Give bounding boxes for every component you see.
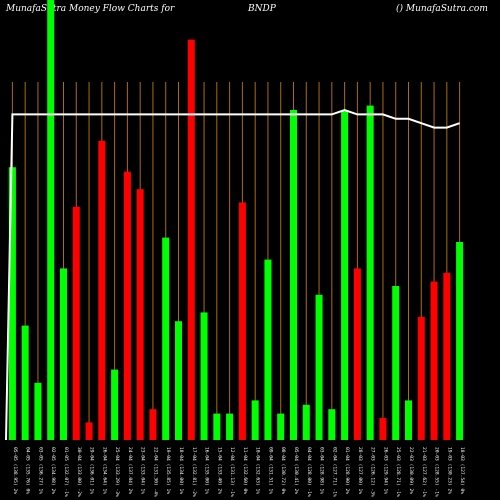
bar: [404, 400, 413, 440]
x-tick-label: 20-03 (128.55) -1%: [434, 447, 440, 497]
bar: [341, 110, 349, 440]
x-tick-label: 19-04 (135.85) 1%: [165, 447, 171, 494]
bar: [226, 413, 234, 440]
x-tick-label: 22-03 (130.09) 2%: [408, 447, 414, 494]
x-tick-label: 18-03 (127.54) 0%: [459, 447, 465, 494]
bar: [328, 409, 336, 440]
x-tick-labels: 05-05 (138.95) 2% 04-05 (135.76) 0% 03-05 …: [12, 447, 465, 497]
bar: [34, 382, 42, 440]
bar: [72, 206, 80, 440]
bar: [379, 418, 387, 440]
bar: [456, 242, 464, 440]
x-tick-label: 01-04 (128.90) 2%: [344, 447, 350, 494]
x-tick-label: 30-04 (133.00) -2%: [76, 447, 82, 497]
x-tick-label: 03-05 (136.27) 1%: [37, 447, 43, 494]
bar: [136, 189, 144, 440]
bar: [200, 312, 208, 440]
bar: [111, 369, 119, 440]
bar: [315, 294, 323, 440]
header-symbol: BNDP: [247, 4, 277, 14]
x-tick-label: 24-04 (137.04) 2%: [127, 447, 133, 494]
x-tick-label: 21-03 (127.62) -1%: [421, 447, 427, 497]
bar: [98, 140, 106, 441]
x-tick-label: 28-03 (127.00) 1%: [357, 447, 363, 494]
bar: [213, 413, 221, 440]
bar: [21, 325, 29, 440]
x-tick-label: 18-04 (134.00) 1%: [178, 447, 184, 494]
x-tick-label: 26-04 (134.64) 1%: [101, 447, 107, 494]
bar: [417, 316, 425, 440]
x-tick-label: 26-03 (129.94) 1%: [382, 447, 388, 494]
bar: [353, 268, 361, 440]
header-left: MunafaSutra Money Flow Charts for: [5, 4, 175, 14]
bar: [430, 281, 438, 440]
bar: [47, 0, 55, 440]
x-tick-label: 02-04 (127.71) -1%: [331, 447, 337, 497]
x-tick-label: 16-04 (135.00) 1%: [204, 447, 210, 494]
bars-group: [8, 0, 464, 441]
bar: [302, 404, 310, 440]
x-tick-label: 25-04 (133.29) -3%: [114, 447, 120, 497]
bar: [443, 272, 451, 440]
header-right: () MunafaSutra.com: [396, 3, 488, 14]
bar: [366, 105, 374, 440]
bar: [174, 321, 183, 440]
x-tick-label: 05-04 (130.41) 2%: [293, 447, 299, 494]
x-tick-label: 15-04 (133.40) 2%: [216, 447, 222, 494]
bar: [149, 409, 157, 440]
x-tick-label: 10-04 (132.63) 1%: [255, 447, 261, 494]
x-tick-label: 04-05 (135.76) 0%: [25, 447, 31, 494]
x-tick-label: 03-04 (128.98) 1%: [319, 447, 325, 494]
bar: [277, 413, 285, 440]
x-tick-label: 02-05 (134.98) 2%: [50, 447, 56, 494]
bar: [8, 167, 16, 440]
bar: [187, 39, 195, 440]
x-tick-label: 25-03 (128.71) -1%: [395, 447, 401, 497]
bar: [238, 202, 246, 440]
bar: [392, 286, 400, 440]
x-tick-label: 17-04 (132.81) -2%: [191, 447, 197, 497]
bar: [123, 171, 131, 440]
x-tick-label: 04-04 (128.00) -1%: [306, 447, 312, 497]
bar: [289, 110, 298, 440]
x-tick-label: 11-04 (132.60) 0%: [242, 447, 248, 494]
x-tick-label: 09-04 (131.51) 1%: [267, 447, 273, 494]
bar: [264, 259, 272, 440]
bar: [162, 237, 170, 440]
bar: [59, 268, 68, 440]
x-tick-label: 19-03 (130.23) 2%: [446, 447, 452, 494]
bar: [85, 422, 93, 440]
x-tick-label: 22-04 (131.30) -4%: [152, 447, 158, 497]
x-tick-label: 01-05 (132.07) -1%: [63, 447, 69, 497]
x-tick-label: 27-03 (126.12) -3%: [370, 447, 376, 497]
x-tick-label: 05-05 (138.95) 2%: [12, 447, 18, 494]
x-tick-label: 23-04 (133.04) 1%: [140, 447, 146, 494]
x-tick-label: 12-04 (131.13) -1%: [229, 447, 235, 497]
x-tick-label: 29-04 (136.01) 1%: [89, 447, 95, 494]
x-tick-label: 08-04 (130.72) 0%: [280, 447, 286, 494]
bar: [251, 400, 259, 440]
money-flow-line: [5, 108, 460, 441]
